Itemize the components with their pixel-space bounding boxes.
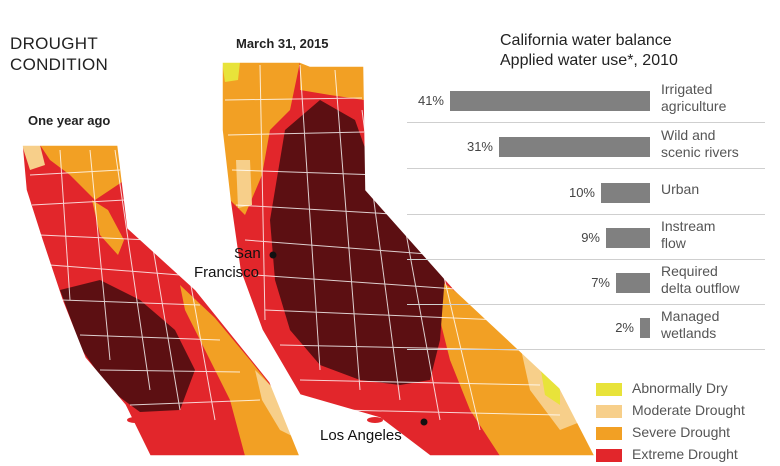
bar-row: 41% Irrigated agriculture	[407, 78, 765, 123]
drought-condition-title: DROUGHT CONDITION	[10, 33, 108, 75]
legend-item: Severe Drought	[596, 424, 780, 444]
bar	[606, 228, 650, 248]
legend-item: Extreme Drought	[596, 446, 780, 466]
bar-row: 2% Managed wetlands	[407, 305, 765, 350]
bar-category-label-line2: agriculture	[661, 98, 727, 114]
legend-item: Abnormally Dry	[596, 380, 780, 400]
left-outline	[21, 144, 301, 456]
bar-category-label: Managed wetlands	[661, 308, 719, 342]
right-map-title: March 31, 2015	[236, 36, 329, 51]
bar-category-label-line1: Urban	[661, 181, 700, 197]
left-exceptional-core	[60, 280, 195, 412]
san-francisco-label-line1: San	[234, 245, 261, 262]
bar-category-label: Irrigated agriculture	[661, 81, 726, 115]
bar-category-label: Required delta outflow	[661, 263, 740, 297]
legend-swatch	[596, 427, 622, 440]
legend-label: Moderate Drought	[632, 402, 745, 418]
bar-percent-label: 31%	[466, 139, 493, 154]
legend-label: Extreme Drought	[632, 446, 738, 462]
bar-category-label-line2: scenic rivers	[661, 144, 739, 160]
right-abnormal-north	[222, 62, 240, 82]
right-outline	[221, 61, 596, 456]
bar	[450, 91, 650, 111]
left-severe-inland	[92, 200, 124, 255]
bar-row: 9% Instream flow	[407, 215, 765, 260]
left-county-lines	[29, 149, 261, 421]
legend-label: Severe Drought	[632, 424, 731, 440]
bar-category-label-line1: Instream	[661, 218, 716, 234]
water-balance-title: California water balance Applied water u…	[500, 31, 678, 71]
bar-percent-label: 10%	[568, 185, 595, 200]
bar	[640, 318, 650, 338]
legend-item: Moderate Drought	[596, 402, 780, 422]
bar-category-label-line1: Managed	[661, 308, 720, 324]
left-channel-island	[127, 417, 143, 423]
bar-category-label-line1: Wild and	[661, 127, 716, 143]
right-severe-ne	[300, 62, 364, 100]
bar	[601, 183, 650, 203]
drought-title-line1: DROUGHT	[10, 34, 99, 53]
right-exceptional-core	[270, 100, 445, 385]
bar-percent-label: 7%	[591, 275, 610, 290]
bar-row: 10% Urban	[407, 170, 765, 215]
bar	[616, 273, 650, 293]
legend-label: Abnormally Dry	[632, 380, 728, 396]
san-francisco-marker	[269, 251, 277, 259]
left-map-title: One year ago	[28, 113, 111, 128]
bar-category-label-line2: delta outflow	[661, 280, 740, 296]
left-moderate-coast	[22, 145, 45, 170]
bar-category-label: Instream flow	[661, 218, 715, 252]
drought-title-line2: CONDITION	[10, 55, 109, 74]
bar-percent-label: 2%	[615, 320, 634, 335]
los-angeles-marker	[420, 418, 428, 426]
right-moderate-coast	[236, 160, 252, 208]
bar-category-label-line2: flow	[661, 235, 686, 251]
bar-category-label-line2: wetlands	[661, 325, 717, 341]
legend-swatch	[596, 383, 622, 396]
los-angeles-label: Los Angeles	[320, 427, 402, 444]
water-balance-title-line1: California water balance	[500, 32, 672, 49]
legend-swatch	[596, 405, 622, 418]
san-francisco-label-line2: Francisco	[194, 264, 260, 281]
bar-category-label: Urban	[661, 181, 699, 198]
bar-category-label: Wild and scenic rivers	[661, 127, 739, 161]
bar	[499, 137, 650, 157]
bar-percent-label: 9%	[581, 230, 600, 245]
right-channel-island	[367, 417, 383, 423]
bar-category-label-line1: Required	[661, 263, 718, 279]
bar-category-label-line1: Irrigated	[661, 81, 713, 97]
bar-percent-label: 41%	[417, 93, 444, 108]
bar-row: 31% Wild and scenic rivers	[407, 124, 765, 169]
water-balance-title-line2: Applied water use*, 2010	[500, 52, 678, 69]
bar-row: 7% Required delta outflow	[407, 260, 765, 305]
